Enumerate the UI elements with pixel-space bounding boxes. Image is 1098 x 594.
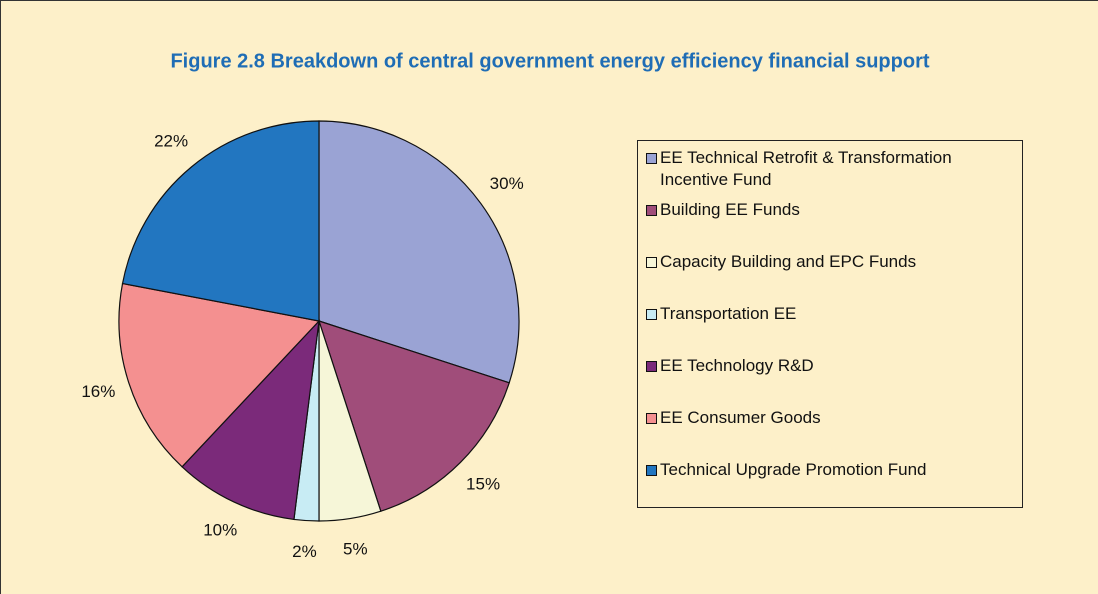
legend-label: EE Technology R&D [660, 356, 814, 375]
legend-item: EE Technology R&D [646, 355, 1014, 407]
data-label: 16% [81, 382, 115, 401]
legend-item: EE Technical Retrofit & Transformation I… [646, 147, 1014, 199]
legend-swatch [646, 205, 657, 216]
data-label: 2% [292, 542, 317, 561]
pie-slice [181, 319, 320, 521]
legend-swatch [646, 361, 657, 372]
pie-slice [318, 120, 520, 384]
legend-item: EE Consumer Goods [646, 407, 1014, 459]
data-label: 15% [466, 475, 500, 494]
legend-item: Technical Upgrade Promotion Fund [646, 459, 1014, 511]
pie-slice [118, 282, 321, 468]
legend-label: Capacity Building and EPC Funds [660, 252, 917, 271]
data-label: 5% [343, 540, 368, 559]
legend-item: Capacity Building and EPC Funds [646, 251, 1014, 303]
legend-swatch [646, 413, 657, 424]
legend-item: Building EE Funds [646, 199, 1014, 251]
legend-swatch [646, 465, 657, 476]
legend-item: Transportation EE [646, 303, 1014, 355]
data-label: 22% [154, 132, 188, 151]
legend-swatch [646, 309, 657, 320]
legend-label: Transportation EE [660, 304, 797, 323]
data-label: 10% [203, 520, 237, 539]
pie-slice [121, 120, 320, 322]
chart-title: Figure 2.8 Breakdown of central governme… [170, 50, 929, 72]
data-label: 30% [490, 174, 524, 193]
legend-label: EE Consumer Goods [660, 408, 821, 427]
legend-swatch [646, 257, 657, 268]
pie-slice [318, 320, 510, 512]
legend-label: Building EE Funds [660, 200, 800, 219]
legend-swatch [646, 153, 657, 164]
legend-label: Technical Upgrade Promotion Fund [660, 460, 927, 479]
legend: EE Technical Retrofit & Transformation I… [637, 140, 1023, 508]
legend-label: EE Technical Retrofit & Transformation I… [660, 148, 952, 189]
